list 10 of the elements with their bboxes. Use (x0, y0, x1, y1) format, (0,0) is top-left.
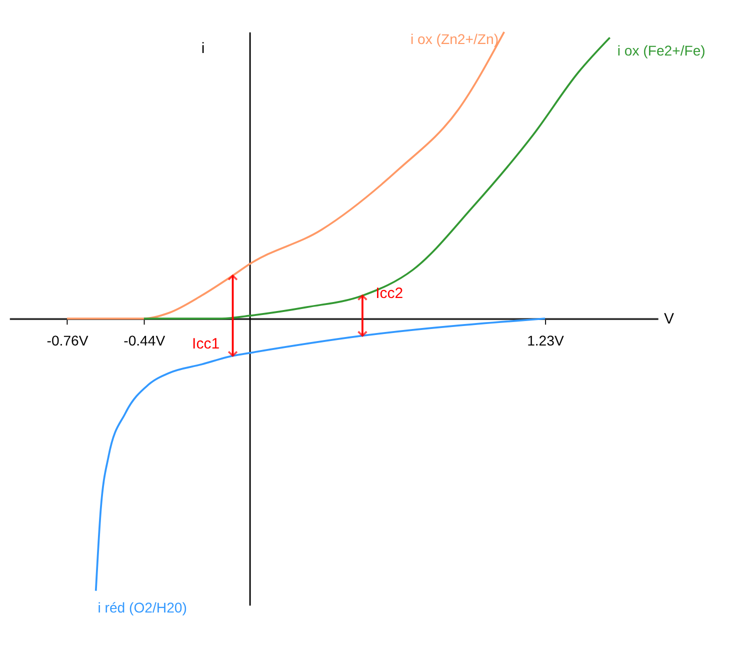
annotation: Icc2 (376, 284, 404, 302)
series-label: i réd (O2/H20) (98, 599, 187, 616)
annotation: Icc1 (192, 336, 220, 353)
series-label: i ox (Fe2+/Fe) (617, 42, 706, 58)
x-tick-label: 1.23V (527, 332, 564, 348)
x-tick-label: -0.44V (124, 332, 166, 348)
x-axis-title: V (664, 310, 674, 328)
series-label: i ox (Zn2+/Zn) (410, 31, 499, 48)
x-tick-label: -0.76V (46, 332, 89, 348)
y-axis-title: i (201, 40, 205, 58)
